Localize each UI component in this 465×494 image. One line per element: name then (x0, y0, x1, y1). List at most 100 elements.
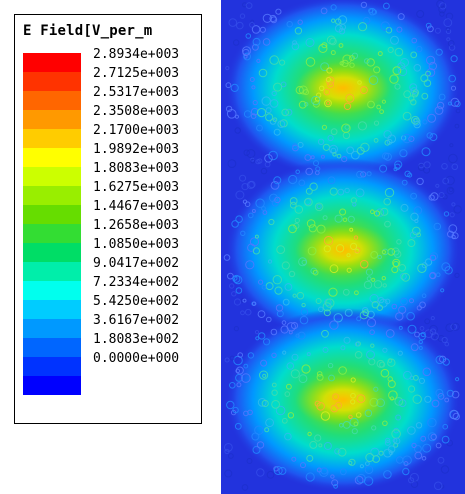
field-speckle (275, 405, 286, 416)
field-speckle (257, 310, 266, 319)
field-speckle (410, 343, 419, 352)
field-speckle (455, 108, 461, 114)
field-speckle (411, 91, 419, 98)
field-speckle (391, 303, 398, 310)
field-speckle (328, 374, 335, 382)
field-speckle (254, 425, 264, 435)
field-speckle (286, 383, 292, 390)
field-speckle (370, 343, 375, 348)
field-speckle (262, 13, 272, 23)
field-speckle (364, 58, 370, 64)
field-speckle (373, 120, 380, 126)
field-speckle (448, 74, 456, 83)
field-speckle (331, 479, 339, 487)
field-speckle (321, 329, 329, 338)
field-speckle (455, 377, 460, 382)
legend-swatch (23, 72, 81, 91)
field-speckle (431, 399, 440, 408)
field-speckle (402, 455, 412, 465)
field-speckle (422, 443, 432, 453)
field-speckle (250, 113, 257, 119)
field-speckle (399, 273, 407, 280)
field-speckle (451, 390, 460, 399)
field-speckle (263, 338, 271, 346)
field-speckle (389, 74, 399, 84)
field-speckle (365, 268, 373, 276)
field-speckle (382, 152, 390, 160)
field-speckle (335, 401, 343, 409)
field-speckle (332, 152, 337, 157)
field-speckle (319, 85, 325, 92)
field-speckle (235, 215, 243, 223)
field-speckle (291, 456, 297, 462)
field-speckle (381, 276, 387, 281)
field-speckle (226, 400, 235, 410)
field-speckle (354, 351, 363, 359)
field-speckle (416, 305, 422, 311)
field-speckle (227, 453, 234, 459)
field-speckle (409, 298, 414, 304)
field-speckle (329, 320, 339, 330)
field-speckle (261, 284, 267, 290)
field-speckle (340, 345, 346, 351)
field-speckle (318, 306, 324, 313)
field-speckle (261, 96, 271, 106)
field-speckle (297, 331, 306, 340)
field-speckle (440, 465, 450, 474)
field-speckle (423, 166, 431, 174)
legend-swatch (23, 186, 81, 205)
field-speckle (258, 68, 268, 78)
field-speckle (410, 51, 418, 59)
field-speckle (352, 202, 357, 207)
legend-value-label: 1.4467e+003 (93, 199, 180, 214)
field-speckle (249, 77, 255, 82)
field-speckle (241, 183, 249, 191)
field-speckle (295, 333, 300, 338)
field-speckle (358, 22, 368, 32)
field-speckle (241, 484, 249, 491)
field-speckle (281, 417, 288, 424)
field-speckle (414, 218, 419, 224)
field-speckle (413, 64, 422, 72)
field-speckle (313, 160, 319, 167)
field-speckle (383, 197, 391, 206)
field-speckle (292, 40, 298, 46)
field-speckle (359, 259, 369, 269)
field-speckle (424, 318, 431, 325)
field-speckle (401, 179, 408, 186)
legend-swatch (23, 300, 81, 319)
field-speckle (373, 386, 379, 392)
legend-value-label: 7.2334e+002 (93, 275, 180, 290)
legend-swatch (23, 281, 81, 300)
field-speckle (256, 58, 261, 64)
field-speckle (354, 475, 364, 485)
field-speckle (421, 293, 427, 299)
field-speckle (259, 26, 267, 33)
legend-swatch (23, 357, 81, 376)
field-speckle (396, 26, 403, 33)
field-speckle (239, 13, 246, 19)
field-speckle (242, 298, 247, 303)
field-speckle (322, 215, 328, 221)
field-speckle (365, 461, 370, 467)
field-speckle (428, 194, 435, 201)
field-speckle (228, 18, 238, 27)
field-speckle (446, 389, 454, 397)
field-speckle (383, 470, 392, 479)
field-speckle (444, 397, 450, 403)
field-speckle (369, 294, 379, 304)
field-speckle (351, 428, 358, 435)
field-speckle (424, 258, 433, 266)
field-speckle (329, 264, 339, 274)
field-speckle (368, 75, 379, 85)
field-speckle (375, 208, 385, 217)
field-speckle (299, 315, 309, 325)
field-speckle (327, 81, 335, 89)
field-speckle (343, 336, 351, 344)
field-speckle (350, 242, 358, 250)
field-speckle (443, 18, 453, 28)
field-speckle (366, 171, 372, 177)
field-speckle (342, 54, 352, 64)
field-speckle (225, 66, 230, 71)
field-speckle (235, 368, 241, 374)
